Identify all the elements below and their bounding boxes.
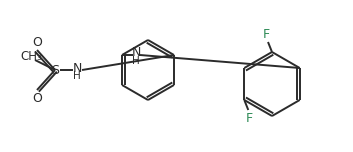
Text: N: N: [72, 62, 82, 74]
Text: N: N: [131, 47, 141, 59]
Text: S: S: [51, 64, 59, 76]
Text: O: O: [32, 36, 42, 48]
Text: H: H: [73, 71, 81, 81]
Text: O: O: [32, 92, 42, 105]
Text: F: F: [262, 28, 270, 40]
Text: CH₃: CH₃: [20, 50, 42, 62]
Text: H: H: [132, 56, 140, 66]
Text: F: F: [246, 112, 253, 124]
